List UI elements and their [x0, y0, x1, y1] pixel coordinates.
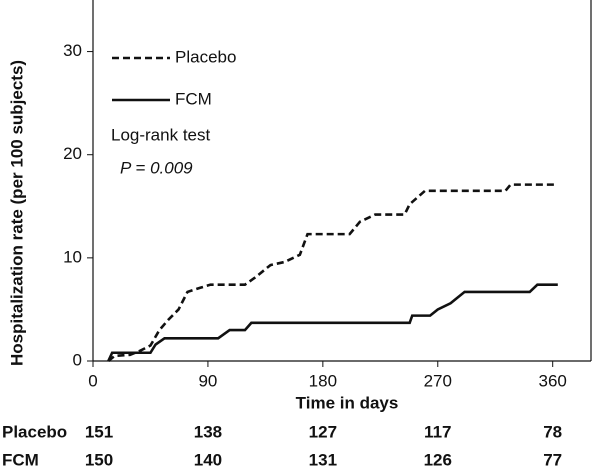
- at-risk-value: 140: [194, 450, 222, 469]
- annotation: Log-rank test: [111, 125, 210, 144]
- at-risk-value: 78: [543, 422, 562, 441]
- x-axis-label: Time in days: [296, 393, 399, 412]
- x-tick-label: 360: [539, 371, 567, 390]
- x-tick-label: 270: [424, 371, 452, 390]
- x-tick-label: 90: [198, 371, 217, 390]
- at-risk-value: 138: [194, 422, 222, 441]
- at-risk-value: 126: [424, 450, 452, 469]
- x-tick-label: 0: [88, 371, 97, 390]
- at-risk-row-label: FCM: [2, 450, 39, 469]
- y-tick-label: 10: [63, 247, 82, 266]
- legend-label: FCM: [175, 89, 212, 108]
- at-risk-row-label: Placebo: [2, 422, 67, 441]
- at-risk-value: 151: [85, 422, 113, 441]
- at-risk-value: 117: [424, 422, 451, 441]
- x-tick-label: 180: [309, 371, 337, 390]
- series-line: [107, 183, 558, 363]
- series-line: [107, 283, 558, 362]
- at-risk-value: 77: [543, 450, 562, 469]
- at-risk-value: 127: [309, 422, 337, 441]
- annotation: P = 0.009: [120, 158, 193, 177]
- y-tick-label: 30: [63, 41, 82, 60]
- y-tick-label: 20: [63, 144, 82, 163]
- legend-label: Placebo: [175, 47, 236, 66]
- at-risk-value: 131: [309, 450, 337, 469]
- y-tick-label: 0: [73, 350, 82, 369]
- y-axis-label: Hospitalization rate (per 100 subjects): [7, 60, 26, 366]
- at-risk-value: 150: [85, 450, 113, 469]
